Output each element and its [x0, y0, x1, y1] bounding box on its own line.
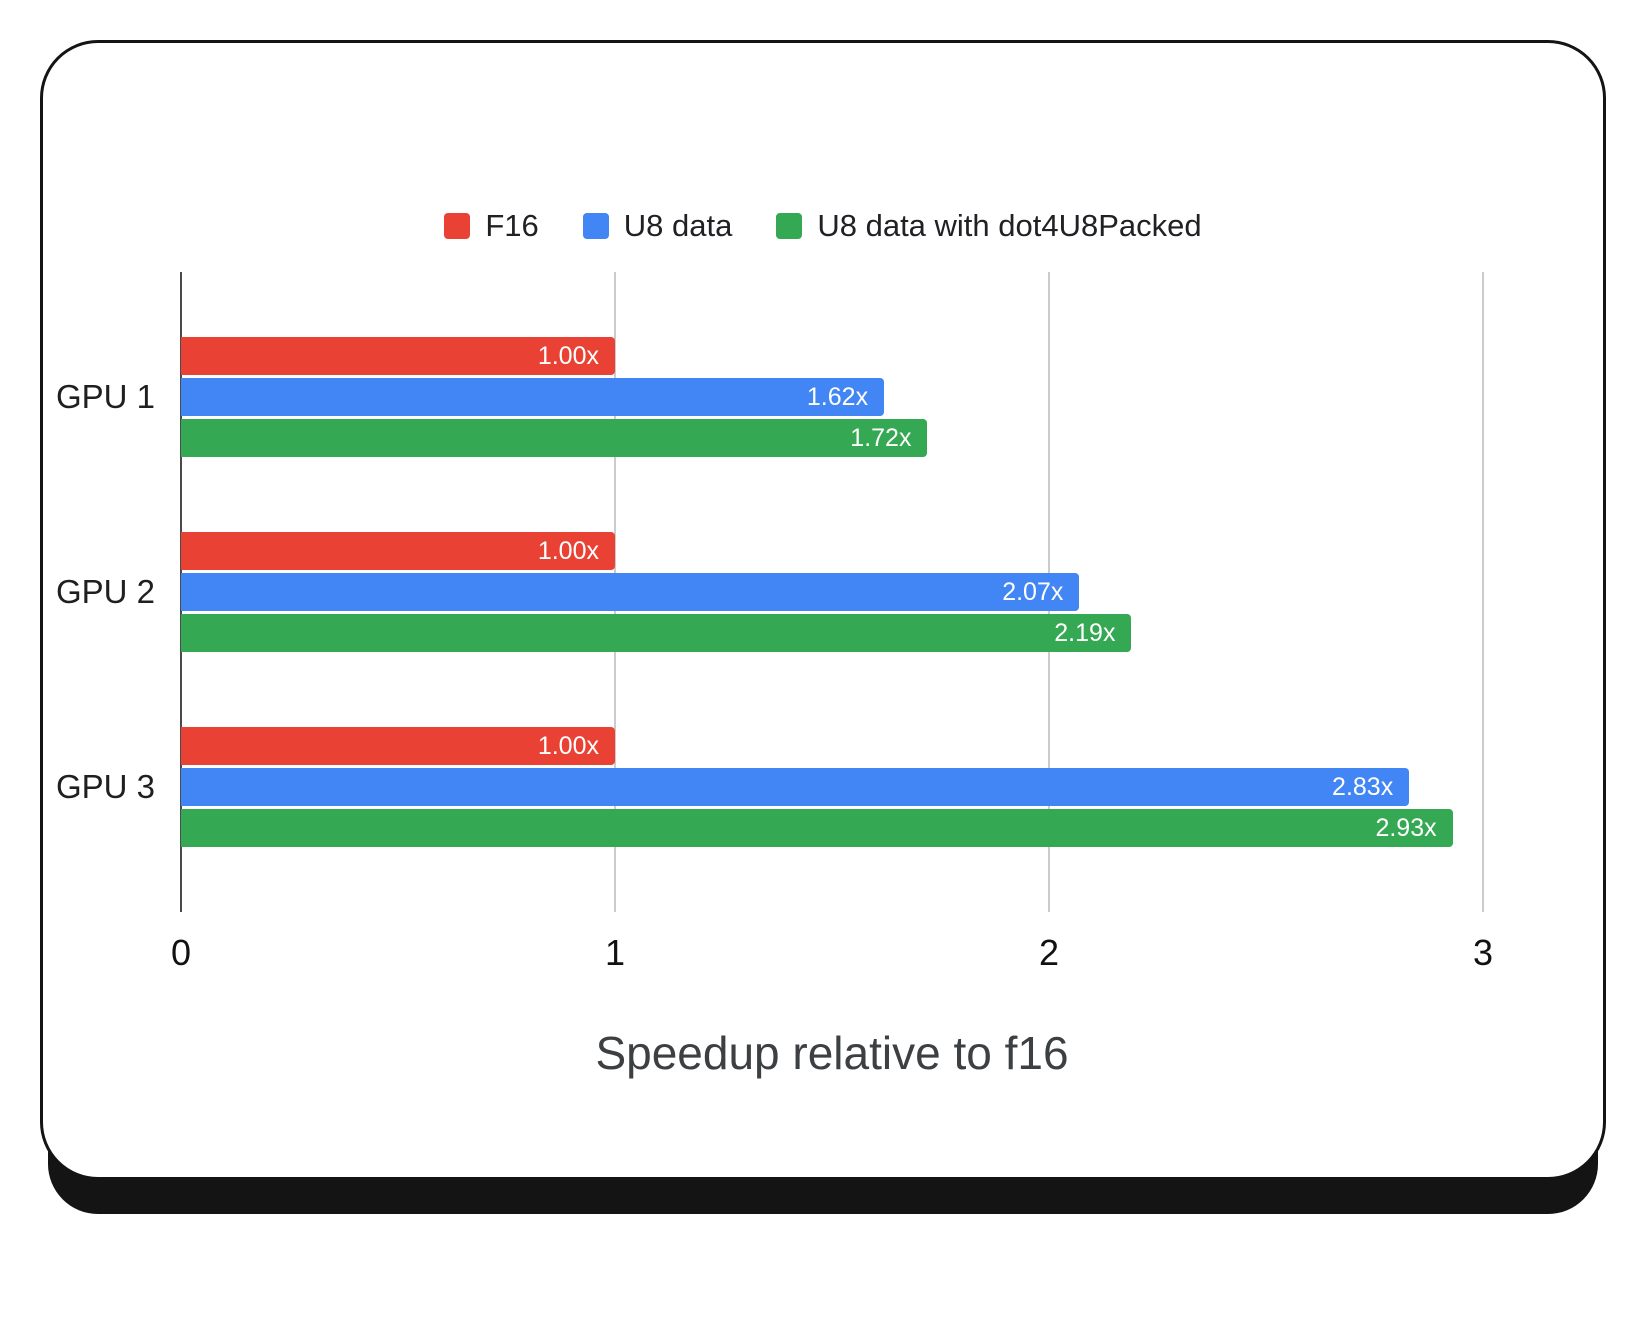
bar: 1.00x	[181, 727, 615, 765]
plot-area: GPU 1 1.00x 1.62x 1.72x GPU 2 1.00x 2.07x 2.19x…	[56, 272, 1484, 912]
bar-row: 1.00x	[181, 532, 1483, 570]
x-tick-label: 3	[1472, 932, 1494, 973]
bar: 2.19x	[181, 614, 1132, 652]
bar-value-label: 2.19x	[1054, 618, 1116, 647]
bar-chart: GPU 1 1.00x 1.62x 1.72x GPU 2 1.00x 2.07x 2.19x…	[56, 272, 1493, 1080]
bar-group: GPU 1 1.00x 1.62x 1.72x	[56, 337, 1483, 457]
bar-group: GPU 3 1.00x 2.83x 2.93x	[56, 727, 1483, 847]
bar: 2.83x	[181, 768, 1410, 806]
x-tick-label: 0	[170, 932, 192, 973]
bar-value-label: 1.00x	[537, 341, 599, 370]
bar-value-label: 1.72x	[850, 423, 912, 452]
legend-item: U8 data with dot4U8Packed	[776, 208, 1202, 244]
legend-swatch-icon	[776, 213, 803, 239]
category-label: GPU 3	[55, 768, 155, 805]
x-axis-title: Speedup relative to f16	[595, 1027, 1069, 1079]
bar-row: 2.07x	[181, 573, 1483, 611]
bar-value-label: 2.93x	[1375, 813, 1437, 842]
bar: 1.00x	[181, 532, 615, 570]
bar-value-label: 1.00x	[537, 536, 599, 565]
x-tick-label: 2	[1038, 932, 1060, 973]
legend-swatch-icon	[582, 213, 609, 239]
bar-row: 1.00x	[181, 727, 1483, 765]
bar-row: 2.83x	[181, 768, 1483, 806]
legend-item: F16	[444, 208, 539, 244]
legend-label: F16	[485, 208, 539, 243]
bar-row: 1.72x	[181, 419, 1483, 457]
gridline	[1482, 272, 1484, 912]
category-label: GPU 1	[55, 378, 155, 415]
bar: 2.07x	[181, 573, 1080, 611]
bar-value-label: 2.83x	[1332, 772, 1394, 801]
bar-row: 2.93x	[181, 809, 1483, 847]
bar-value-label: 2.07x	[1002, 577, 1064, 606]
legend-swatch-icon	[444, 213, 471, 239]
bar: 1.00x	[181, 337, 615, 375]
bar-row: 1.00x	[181, 337, 1483, 375]
legend-item: U8 data	[582, 208, 733, 244]
bar-value-label: 1.00x	[537, 731, 599, 760]
legend-label: U8 data	[623, 208, 733, 243]
bar-row: 2.19x	[181, 614, 1483, 652]
bar-value-label: 1.62x	[806, 382, 869, 411]
chart-legend: F16 U8 data U8 data with dot4U8Packed	[43, 208, 1603, 244]
bar: 1.62x	[181, 378, 885, 416]
bar-row: 1.62x	[181, 378, 1483, 416]
category-label: GPU 2	[55, 573, 155, 610]
bar-group: GPU 2 1.00x 2.07x 2.19x	[56, 532, 1483, 652]
x-axis: 0 1 2 3	[171, 932, 1493, 984]
bar: 1.72x	[181, 419, 928, 457]
x-tick-label: 1	[604, 932, 626, 973]
chart-card: F16 U8 data U8 data with dot4U8Packed GPU …	[40, 40, 1606, 1180]
bar: 2.93x	[181, 809, 1453, 847]
legend-label: U8 data with dot4U8Packed	[817, 208, 1202, 243]
